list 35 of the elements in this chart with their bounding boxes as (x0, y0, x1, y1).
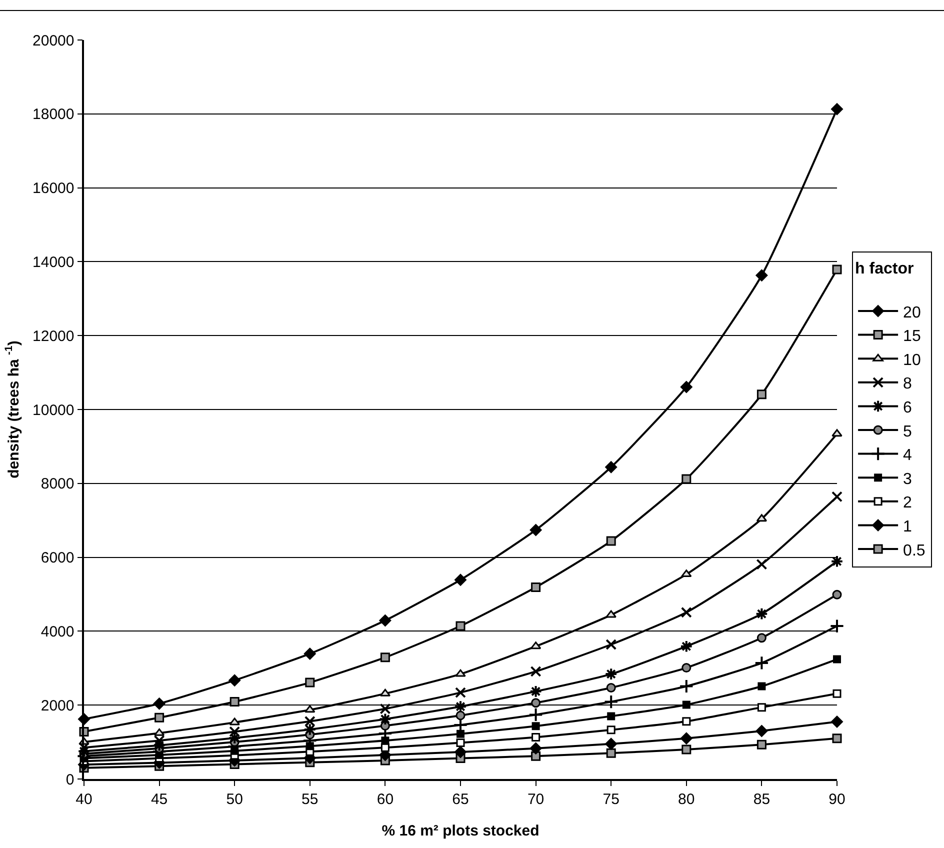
x-tick-label: 65 (452, 790, 469, 808)
y-tick-label: 18000 (32, 106, 74, 124)
y-tick-label: 16000 (32, 180, 74, 198)
x-tick-label: 45 (150, 790, 168, 808)
legend-label: 10 (903, 352, 921, 369)
x-tick-label: 55 (302, 790, 318, 808)
y-tick-label: 20000 (32, 32, 74, 50)
legend-label: 6 (903, 399, 912, 416)
y-tick-label: 6000 (40, 550, 74, 567)
x-tick-label: 85 (753, 790, 770, 808)
y-tick-label: 0 (66, 771, 74, 788)
y-tick-label: 10000 (32, 402, 74, 419)
legend-label: 3 (903, 470, 912, 488)
legend-label: 0.5 (903, 542, 926, 560)
y-tick-label: 2000 (40, 697, 74, 714)
x-tick-label: 50 (226, 790, 243, 808)
legend-label: 5 (903, 423, 912, 440)
legend-label: 4 (903, 447, 912, 464)
legend-label: 15 (903, 328, 921, 346)
legend-label: 8 (903, 376, 912, 393)
x-tick-label: 70 (527, 790, 544, 808)
x-tick-label: 40 (76, 790, 92, 808)
legend-title: h factor (855, 260, 914, 278)
x-axis-title: % 16 m² plots stocked (382, 822, 540, 840)
legend-label: 20 (903, 304, 921, 322)
y-tick-label: 12000 (32, 328, 74, 345)
y-tick-label: 14000 (32, 254, 74, 271)
legend-label: 1 (903, 518, 912, 536)
x-tick-label: 75 (602, 790, 620, 808)
y-tick-label: 8000 (40, 476, 74, 493)
x-tick-label: 80 (678, 790, 695, 808)
x-tick-label: 60 (376, 790, 394, 808)
legend-label: 2 (903, 494, 912, 512)
x-tick-label: 90 (828, 790, 846, 808)
y-tick-label: 4000 (40, 623, 74, 640)
